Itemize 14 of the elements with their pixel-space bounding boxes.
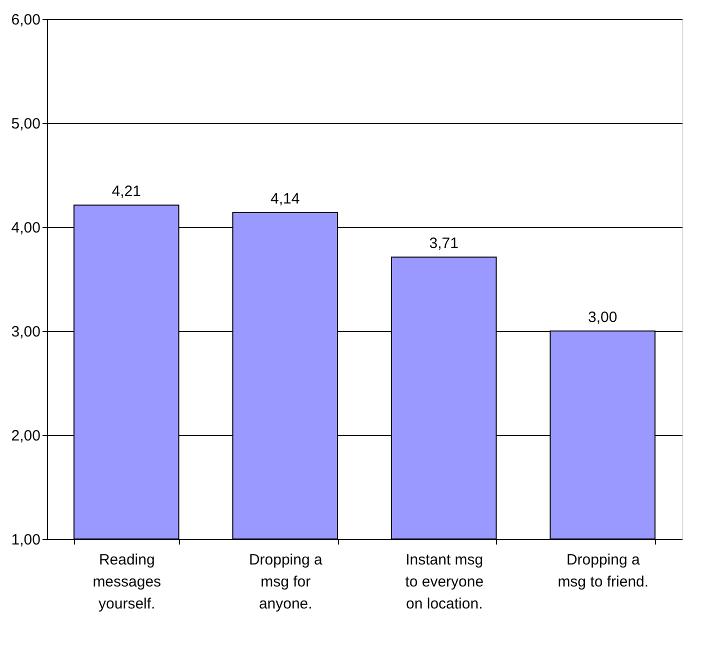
- y-tick-label: 2,00: [11, 428, 40, 444]
- x-tick-label: Dropping a msg for anyone.: [248, 552, 323, 612]
- x-tick-label: Instant msg to everyone on location.: [405, 552, 484, 612]
- x-tick-label: Reading messages yourself.: [92, 552, 162, 612]
- y-tick-label: 4,00: [11, 220, 40, 236]
- x-tick-label: Dropping a msg to friend.: [558, 552, 649, 590]
- data-label: 3,00: [588, 309, 618, 326]
- y-tick-label: 5,00: [11, 116, 40, 132]
- data-label: 4,21: [112, 183, 141, 200]
- y-tick-label: 6,00: [11, 12, 40, 28]
- y-tick-label: 1,00: [11, 532, 40, 548]
- data-label: 3,71: [429, 235, 458, 252]
- y-tick-label: 3,00: [11, 324, 40, 340]
- data-label: 4,14: [270, 190, 300, 208]
